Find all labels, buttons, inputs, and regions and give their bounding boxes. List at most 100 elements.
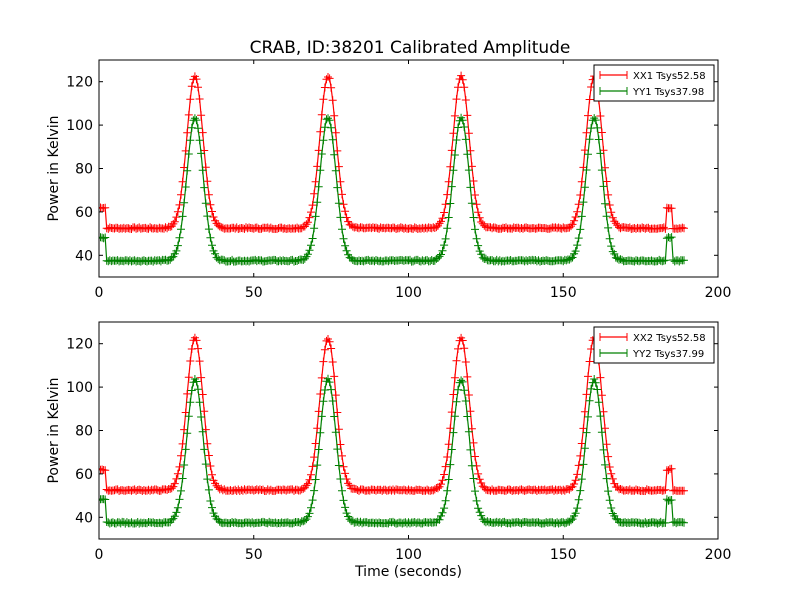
data-point [208, 207, 216, 216]
data-point [313, 198, 322, 207]
data-point [574, 200, 583, 209]
y-tick-label: 40 [75, 248, 93, 264]
data-point [201, 199, 210, 208]
legend-box [593, 64, 715, 102]
data-point [605, 496, 614, 505]
data-point [567, 516, 575, 525]
data-point [206, 233, 215, 242]
data-point [435, 252, 444, 261]
data-point [460, 344, 469, 353]
data-point [441, 234, 450, 243]
data-point [594, 398, 603, 407]
data-point [607, 208, 616, 217]
data-point [580, 146, 589, 155]
data-point [438, 246, 447, 255]
legend-entry: XX1 Tsys52.58 [633, 71, 706, 82]
data-point [441, 200, 450, 209]
data-point [450, 373, 459, 382]
data-point [331, 166, 340, 175]
data-point [327, 344, 336, 353]
data-point [173, 503, 182, 512]
data-point [198, 128, 207, 137]
data-point [449, 428, 458, 437]
data-point [458, 75, 467, 84]
legend-entry: XX2 Tsys52.58 [633, 333, 706, 344]
data-point [338, 225, 346, 234]
data-point [187, 82, 196, 91]
data-point [101, 203, 110, 212]
data-point [311, 475, 320, 484]
data-point [307, 208, 315, 217]
data-point [314, 445, 323, 454]
data-point [192, 75, 201, 84]
data-point [577, 177, 586, 186]
data-point [571, 213, 580, 221]
data-point [590, 375, 599, 383]
data-point [450, 111, 459, 120]
data-point [99, 234, 108, 243]
data-point [466, 183, 475, 192]
data-point [307, 503, 315, 512]
legend-entry: YY2 Tsys37.99 [632, 349, 704, 360]
data-point [314, 182, 323, 191]
y-tick-label: 120 [66, 337, 93, 353]
x-tick-label: 100 [395, 547, 422, 563]
data-point [341, 207, 350, 216]
data-point [328, 96, 337, 105]
data-point [198, 427, 207, 436]
data-point [320, 123, 329, 132]
data-point [308, 201, 317, 210]
data-point [208, 470, 216, 479]
data-point [183, 128, 192, 137]
data-point [661, 224, 670, 233]
data-point [204, 190, 213, 199]
data-point [678, 223, 687, 232]
y-tick-label: 120 [66, 75, 93, 91]
data-point [437, 250, 445, 259]
data-point [319, 357, 328, 366]
data-point [582, 166, 591, 174]
data-point [438, 476, 447, 485]
data-point [173, 207, 182, 216]
data-point [194, 344, 202, 353]
data-point [471, 191, 479, 199]
data-point [471, 452, 479, 461]
data-point [464, 129, 473, 138]
data-point [576, 486, 585, 495]
data-point [597, 166, 606, 175]
data-point [680, 518, 688, 527]
data-point [584, 150, 592, 159]
data-point [310, 453, 319, 462]
data-point [303, 218, 312, 227]
data-point [197, 149, 206, 158]
data-point [596, 373, 605, 382]
data-point [331, 428, 340, 437]
data-point [449, 166, 458, 175]
x-tick-label: 50 [245, 285, 263, 301]
data-point [585, 95, 594, 104]
data-point [310, 224, 319, 233]
data-point [667, 464, 676, 473]
data-point [604, 452, 613, 461]
data-point [334, 461, 343, 470]
data-point [438, 214, 447, 223]
legend-marker [599, 349, 628, 357]
data-point [584, 372, 592, 381]
legend: XX1 Tsys52.58 YY1 Tsys37.98 [593, 64, 715, 102]
data-point [599, 407, 608, 416]
data-point [446, 460, 455, 469]
data-point [198, 166, 207, 175]
data-point [320, 345, 329, 354]
data-point [579, 460, 588, 469]
data-point [602, 474, 611, 483]
data-point [331, 128, 340, 137]
x-tick-label: 200 [705, 285, 732, 301]
data-point [173, 469, 182, 478]
data-point [184, 150, 193, 158]
data-point [580, 183, 589, 192]
data-point [466, 445, 475, 454]
data-point [607, 504, 616, 512]
data-point [580, 444, 589, 453]
data-point [186, 357, 195, 365]
data-point [180, 461, 189, 469]
